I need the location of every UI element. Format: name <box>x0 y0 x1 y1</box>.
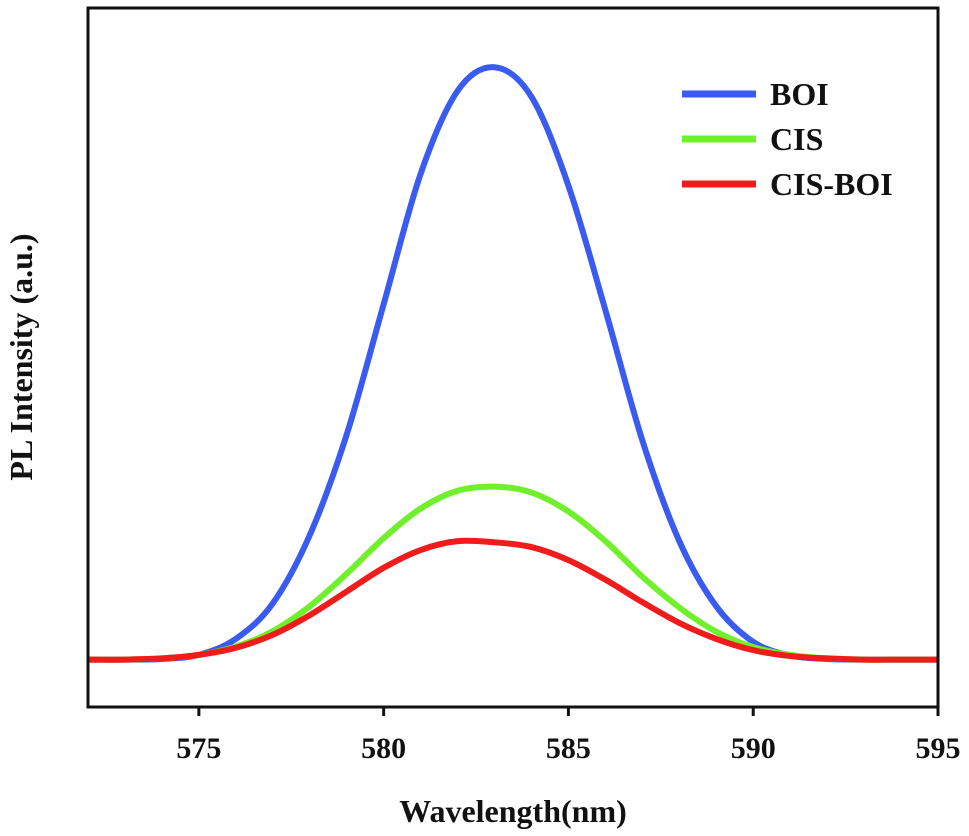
x-tick-label-580: 580 <box>361 732 406 765</box>
x-tick-label-585: 585 <box>546 732 591 765</box>
legend: BOI CIS CIS-BOI <box>682 76 893 202</box>
x-axis-title: Wavelength(nm) <box>399 793 627 829</box>
x-axis: 575 580 585 590 595 <box>176 707 961 765</box>
series-layer <box>87 64 938 663</box>
x-tick-label-590: 590 <box>731 732 776 765</box>
legend-label-cis-boi: CIS-BOI <box>770 166 893 202</box>
plot-frame <box>86 6 940 709</box>
x-tick-label-575: 575 <box>176 732 221 765</box>
legend-label-boi: BOI <box>770 76 829 112</box>
series-line-cis-boi <box>87 537 938 663</box>
x-tick-label-595: 595 <box>916 732 961 765</box>
legend-label-cis: CIS <box>770 121 823 157</box>
y-axis-title: PL Intensity (a.u.) <box>3 233 39 480</box>
